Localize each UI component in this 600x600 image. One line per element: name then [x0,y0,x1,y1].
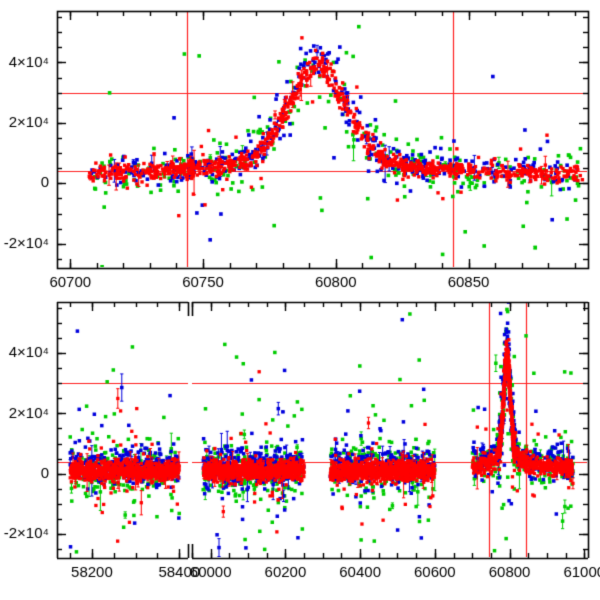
lightcurve-figure: 60700 60750 60800 60850 -2×10⁴ 0 2×10⁴ 4… [0,0,600,600]
lightcurve-plot-canvas [0,0,600,600]
